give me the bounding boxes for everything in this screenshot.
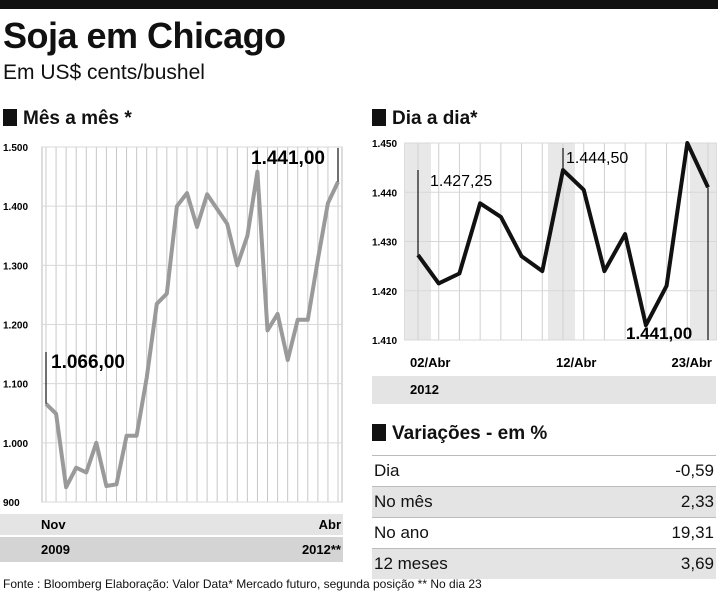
mes-end-annotation: 1.441,00 [251,148,325,169]
row-label: No mês [374,492,433,511]
mes-xtick-start: Nov [41,517,66,532]
dia-ytick-label: 1.450 [372,139,397,150]
dia-xtick-label: 12/Abr [556,355,596,370]
monthly-chart: 900 1.000 1.100 1.200 1.300 1.400 1.500 1.066,0… [0,143,343,562]
row-value: 2,33 [680,492,714,511]
row-label: No ano [374,523,429,542]
mes-ytick-label: 1.500 [3,143,28,154]
section-square-icon [3,109,17,126]
variacoes-title: Variações - em % [392,423,548,444]
page-title: Soja em Chicago [3,15,286,56]
mes-period-start: 2009 [41,542,70,557]
dia-period-band [372,376,716,404]
row-label: 12 meses [374,554,448,573]
mes-ytick-label: 1.000 [3,439,28,450]
dia-ytick-label: 1.420 [372,287,397,298]
variacoes-row-12-meses: 12 meses 3,69 [372,548,716,579]
dia-chart-title: Dia a dia* [392,108,478,129]
mes-ytick-label: 1.100 [3,380,28,391]
mes-chart-title: Mês a mês * [23,108,132,129]
mes-series-line [44,169,340,490]
section-header-dia: Dia a dia* [372,108,478,130]
dia-xtick-label: 23/Abr [672,355,712,370]
dia-ytick-label: 1.410 [372,336,397,347]
variacoes-row-dia: Dia -0,59 [372,455,716,486]
mes-start-annotation: 1.066,00 [51,352,125,373]
dia-ytick-label: 1.430 [372,238,397,249]
row-value: 3,69 [680,554,714,573]
dia-xtick-label: 02/Abr [410,355,450,370]
top-rule [0,0,718,9]
section-square-icon [372,109,386,126]
mes-ytick-label: 900 [3,498,20,509]
row-label: Dia [374,461,400,480]
dia-period-label: 2012 [410,382,439,397]
daily-chart: 1.410 1.420 1.430 1.440 1.450 1.427,25 1.444,5… [372,139,717,404]
row-value: 19,31 [671,523,714,542]
mes-period-end: 2012** [302,542,342,557]
variacoes-table: Dia -0,59 No mês 2,33 No ano 19,31 12 meses… [372,455,716,579]
section-square-icon [372,424,386,441]
mes-xaxis-band [0,514,343,535]
mes-xtick-end: Abr [319,517,341,532]
dia-first-annotation: 1.427,25 [430,173,492,190]
mes-period-band [0,537,343,562]
dia-mid-annotation: 1.444,50 [566,150,628,167]
page-subtitle: Em US$ cents/bushel [3,61,205,84]
section-header-variacoes: Variações - em % [372,423,547,445]
section-header-mes: Mês a mês * [3,108,132,130]
variacoes-row-no-mes: No mês 2,33 [372,486,716,517]
row-value: -0,59 [675,461,714,480]
mes-ytick-label: 1.200 [3,321,28,332]
variacoes-row-no-ano: No ano 19,31 [372,517,716,548]
dia-ytick-label: 1.440 [372,188,397,199]
dia-series-line [416,141,710,328]
dia-last-annotation: 1.441,00 [626,324,692,343]
mes-ytick-label: 1.300 [3,261,28,272]
source-footer: Fonte : Bloomberg Elaboração: Valor Data… [3,577,482,591]
mes-ytick-label: 1.400 [3,202,28,213]
